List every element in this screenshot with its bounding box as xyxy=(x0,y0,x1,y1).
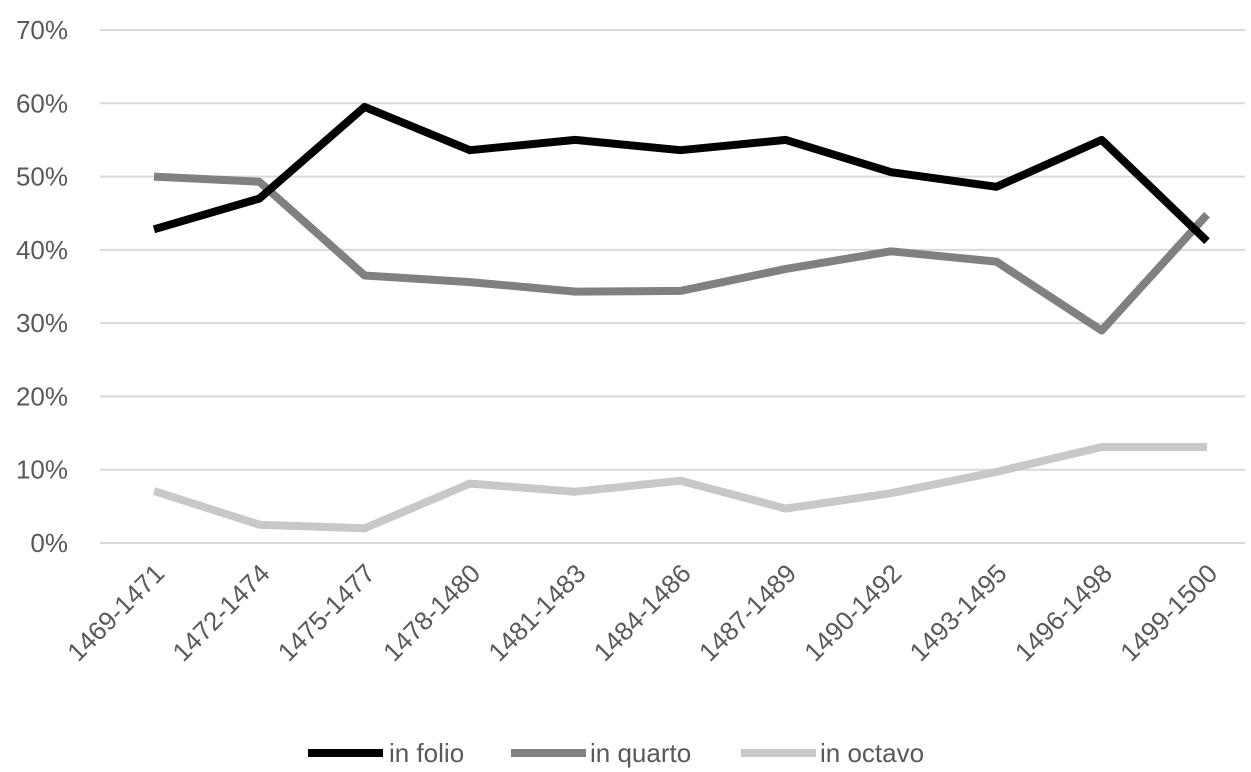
y-tick-label: 20% xyxy=(16,381,68,411)
x-tick-label: 1478-1480 xyxy=(377,558,486,667)
y-tick-label: 10% xyxy=(16,455,68,485)
y-axis-tick-labels: 0% 10% 20% 30% 40% 50% 60% 70% xyxy=(16,15,68,558)
x-tick-label: 1496-1498 xyxy=(1009,558,1118,667)
legend-label-in-folio: in folio xyxy=(389,738,464,768)
gridlines xyxy=(100,29,1245,544)
x-tick-label: 1499-1500 xyxy=(1114,558,1223,667)
y-tick-label: 0% xyxy=(30,528,68,558)
x-axis-tick-labels: 1469-14711472-14741475-14771478-14801481… xyxy=(61,558,1223,667)
x-tick-label: 1469-1471 xyxy=(61,558,170,667)
legend-label-in-quarto: in quarto xyxy=(590,738,691,768)
x-tick-label: 1475-1477 xyxy=(272,558,381,667)
legend-label-in-octavo: in octavo xyxy=(820,738,924,768)
x-tick-label: 1493-1495 xyxy=(904,558,1013,667)
y-tick-label: 70% xyxy=(16,15,68,45)
x-tick-label: 1484-1486 xyxy=(588,558,697,667)
y-tick-label: 60% xyxy=(16,88,68,118)
y-tick-label: 40% xyxy=(16,235,68,265)
x-tick-label: 1481-1483 xyxy=(482,558,591,667)
x-tick-label: 1490-1492 xyxy=(798,558,907,667)
series-line-in-folio xyxy=(152,102,1210,244)
series-lines xyxy=(152,102,1210,533)
y-tick-label: 30% xyxy=(16,308,68,338)
series-line-in-octavo xyxy=(152,443,1207,533)
legend: in folio in quarto in octavo xyxy=(308,738,924,768)
y-tick-label: 50% xyxy=(16,162,68,192)
x-tick-label: 1472-1474 xyxy=(166,558,275,667)
series-line-in-quarto xyxy=(153,172,1210,335)
x-tick-label: 1487-1489 xyxy=(693,558,802,667)
